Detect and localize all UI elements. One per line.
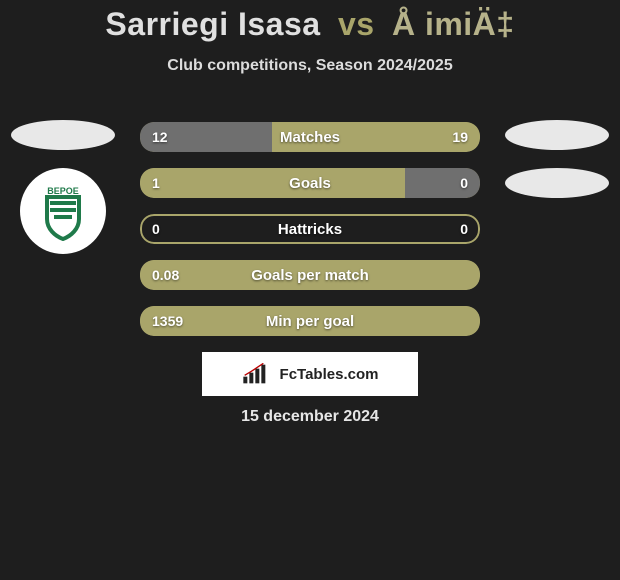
stat-row: 0.08Goals per match xyxy=(140,260,480,290)
brand-label: FcTables.com xyxy=(280,366,379,383)
stat-value-left: 0 xyxy=(140,214,190,244)
right-player-column xyxy=(502,120,612,216)
vs-label: vs xyxy=(338,6,375,42)
player1-name: Sarriegi Isasa xyxy=(105,6,320,42)
subtitle: Club competitions, Season 2024/2025 xyxy=(0,57,620,75)
stat-value-left: 12 xyxy=(140,122,190,152)
stat-value-right: 19 xyxy=(430,122,480,152)
left-player-column: BEPOE xyxy=(8,120,118,254)
stat-value-left: 1359 xyxy=(140,306,195,336)
stat-row: 1359Min per goal xyxy=(140,306,480,336)
stat-border xyxy=(140,214,480,244)
shield-icon: BEPOE xyxy=(33,181,93,241)
stat-row: 00Hattricks xyxy=(140,214,480,244)
stat-value-left: 0.08 xyxy=(140,260,191,290)
stat-value-right: 0 xyxy=(430,168,480,198)
stats-container: 1219Matches10Goals00Hattricks0.08Goals p… xyxy=(140,122,480,352)
player2-name: Å imiÄ‡ xyxy=(392,6,515,42)
player1-photo-placeholder xyxy=(11,120,115,150)
page: Sarriegi Isasa vs Å imiÄ‡ Club competiti… xyxy=(0,0,620,580)
stat-value-left: 1 xyxy=(140,168,190,198)
player2-club-logo-placeholder xyxy=(505,168,609,198)
player1-club-logo: BEPOE xyxy=(20,168,106,254)
stat-row: 1219Matches xyxy=(140,122,480,152)
club-logo-text: BEPOE xyxy=(47,186,79,196)
stat-row: 10Goals xyxy=(140,168,480,198)
footer-date: 15 december 2024 xyxy=(0,408,620,426)
bar-chart-icon xyxy=(242,363,274,385)
brand-box: FcTables.com xyxy=(202,352,418,396)
player2-photo-placeholder xyxy=(505,120,609,150)
comparison-title: Sarriegi Isasa vs Å imiÄ‡ xyxy=(0,0,620,43)
stat-value-right: 0 xyxy=(430,214,480,244)
